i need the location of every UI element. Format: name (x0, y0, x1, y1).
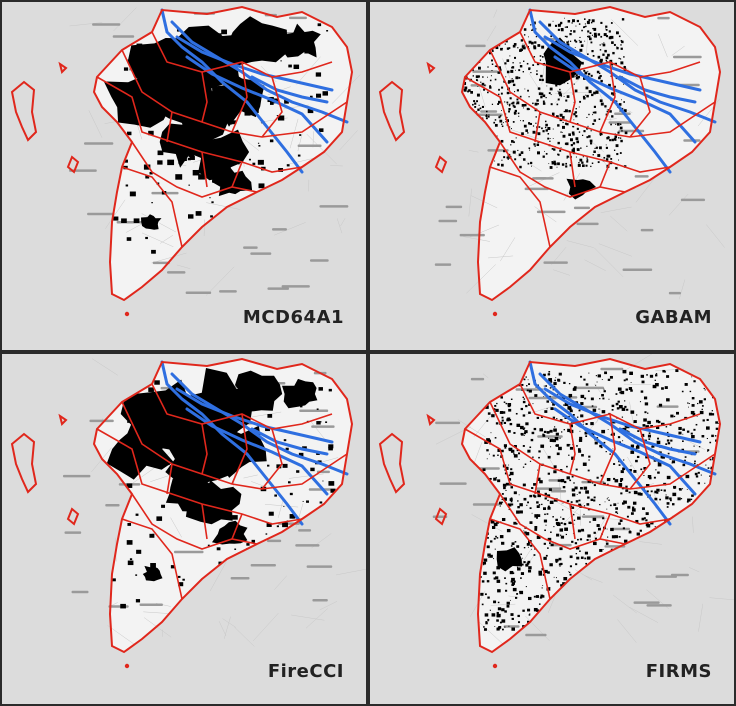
island (426, 413, 436, 426)
island (58, 61, 68, 74)
province-boundaries (10, 5, 354, 302)
map-mcd64a1 (10, 5, 361, 317)
island (66, 155, 80, 174)
island (10, 432, 38, 494)
island (58, 413, 68, 426)
island (434, 507, 448, 526)
road-network (69, 7, 361, 296)
rivers (160, 8, 349, 174)
map-fireccl (10, 357, 366, 669)
island-dot (492, 663, 498, 669)
province-boundaries (378, 357, 722, 654)
panel-gabam: GABAM (370, 2, 734, 350)
region-outline (460, 5, 722, 302)
panel-label: FIRMS (645, 661, 712, 682)
province-boundaries (10, 357, 354, 654)
island (10, 80, 38, 142)
region-outline (460, 357, 722, 654)
panel-mcd64a1: MCD64A1 (2, 2, 366, 350)
panel-label: MCD64A1 (242, 307, 344, 328)
island (378, 80, 406, 142)
island-dot (492, 311, 498, 317)
panel-label: GABAM (635, 307, 712, 328)
map-firms (378, 354, 734, 669)
panel-firms: FIRMS (370, 354, 734, 704)
panel-label: FireCCI (267, 661, 344, 682)
land-area (462, 7, 720, 300)
island (426, 61, 436, 74)
island-dot (124, 311, 130, 317)
island (66, 507, 80, 526)
panel-fireccl: FireCCI (2, 354, 366, 704)
rivers (528, 360, 717, 526)
region-outline (92, 5, 354, 302)
island-dot (124, 663, 130, 669)
map-gabam (378, 5, 725, 317)
island (378, 432, 406, 494)
island (434, 155, 448, 174)
region-outline (92, 357, 354, 654)
road-network (91, 358, 366, 647)
province-boundaries (378, 5, 722, 302)
